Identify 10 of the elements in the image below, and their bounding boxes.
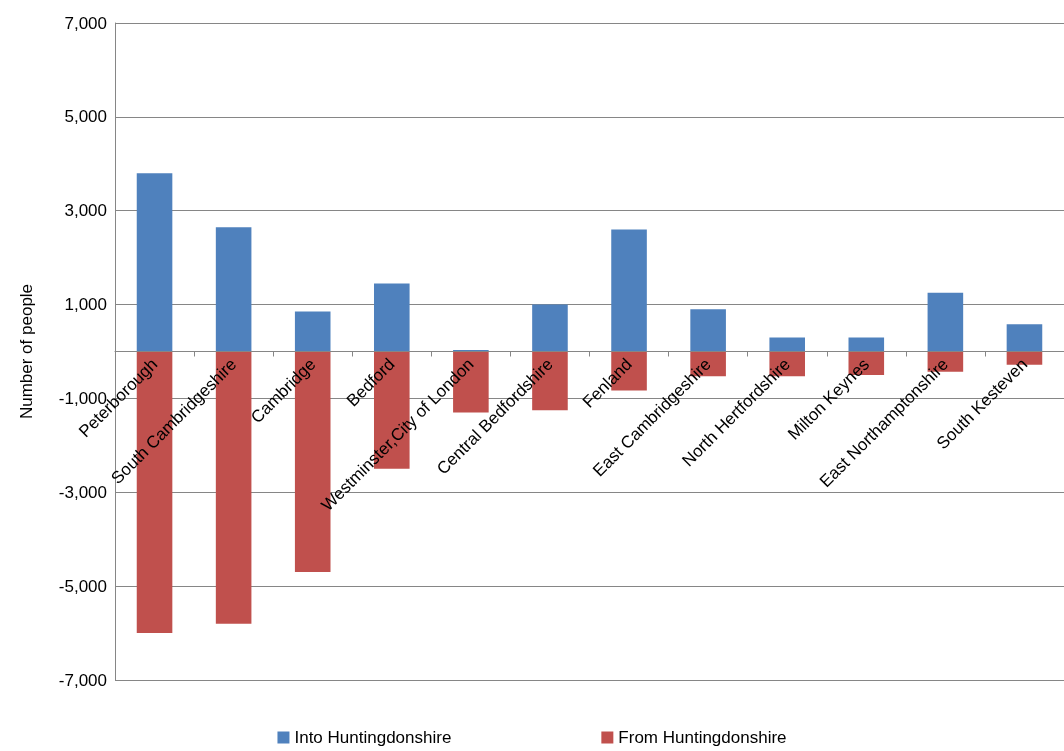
y-tick-label: 1,000	[64, 295, 107, 315]
y-axis-title: Number of people	[17, 283, 36, 420]
y-tick-label: 5,000	[64, 107, 107, 127]
legend-label: Into Huntingdonshire	[294, 728, 452, 747]
y-tick-label: -3,000	[58, 482, 107, 502]
y-tick-label: -5,000	[58, 576, 107, 596]
legend-label: From Huntingdonshire	[618, 728, 787, 747]
y-tick-label: 7,000	[64, 13, 107, 33]
y-tick-label: 3,000	[64, 201, 107, 221]
y-tick-label: -7,000	[58, 670, 107, 690]
